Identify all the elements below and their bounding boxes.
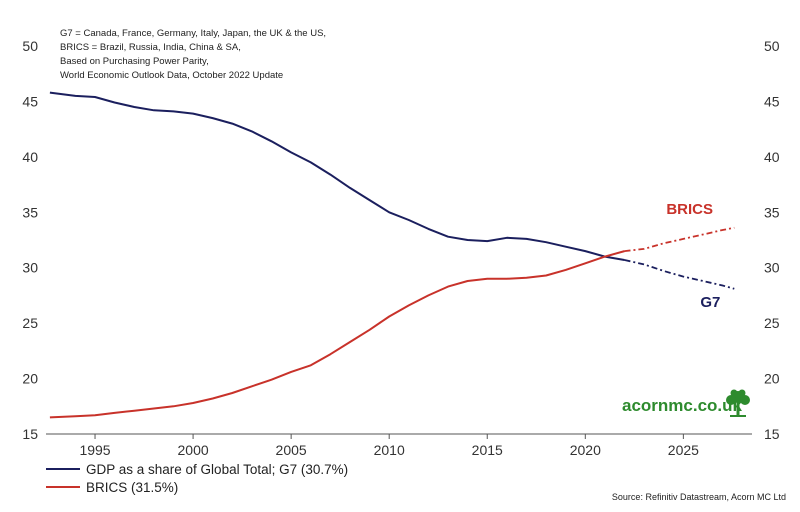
- x-tick-label: 1995: [79, 442, 110, 458]
- legend-item-brics: BRICS (31.5%): [46, 478, 348, 496]
- y-tick-label-left: 45: [22, 93, 38, 109]
- brand-logo-text: acornmc.co.uk: [622, 396, 742, 415]
- chart-notes: G7 = Canada, France, Germany, Italy, Jap…: [60, 27, 326, 83]
- legend-label-g7: GDP as a share of Global Total; G7 (30.7…: [86, 461, 349, 477]
- series-labels: G7 BRICS: [666, 201, 720, 311]
- y-tick-label-left: 15: [22, 426, 38, 442]
- legend-item-g7: GDP as a share of Global Total; G7 (30.7…: [46, 460, 348, 478]
- y-tick-label-left: 50: [22, 38, 38, 54]
- x-tick-label: 2025: [668, 442, 699, 458]
- y-tick-label-left: 25: [22, 315, 38, 331]
- x-axis-ticks: 1995 2000 2005 2010 2015 2020 2025: [79, 434, 699, 458]
- series-label-g7: G7: [700, 294, 720, 311]
- legend-label-brics: BRICS (31.5%): [86, 479, 179, 495]
- x-tick-label: 2005: [276, 442, 307, 458]
- legend-swatch-g7: [46, 468, 80, 470]
- tree-icon: [726, 389, 750, 417]
- line-g7-actual: [49, 91, 625, 261]
- x-tick-label: 2010: [374, 442, 405, 458]
- x-tick-label: 2020: [570, 442, 601, 458]
- y-tick-label-left: 40: [22, 149, 38, 165]
- y-tick-label-right: 40: [764, 149, 780, 165]
- series-lines: [49, 91, 735, 419]
- source-note: Source: Refinitiv Datastream, Acorn MC L…: [611, 492, 786, 502]
- y-tick-label-right: 15: [764, 426, 780, 442]
- legend-swatch-brics: [46, 486, 80, 488]
- note-line-data-source: World Economic Outlook Data, October 202…: [60, 70, 284, 81]
- y-tick-label-left: 35: [22, 204, 38, 220]
- y-tick-label-right: 45: [764, 93, 780, 109]
- y-axis-right-ticks: 15 20 25 30 35 40 45 50: [764, 38, 780, 442]
- y-axis-left-ticks: 15 20 25 30 35 40 45 50: [22, 38, 38, 442]
- line-brics-forecast: [624, 226, 735, 252]
- note-line-brics-definition: BRICS = Brazil, Russia, India, China & S…: [60, 42, 241, 53]
- x-tick-label: 2000: [178, 442, 209, 458]
- series-label-brics: BRICS: [666, 201, 713, 218]
- y-tick-label-right: 35: [764, 204, 780, 220]
- note-line-ppp-basis: Based on Purchasing Power Parity,: [60, 56, 209, 67]
- legend: GDP as a share of Global Total; G7 (30.7…: [46, 460, 348, 496]
- line-brics-actual: [49, 250, 625, 419]
- y-tick-label-right: 25: [764, 315, 780, 331]
- x-tick-label: 2015: [472, 442, 503, 458]
- note-line-g7-definition: G7 = Canada, France, Germany, Italy, Jap…: [60, 28, 327, 39]
- y-tick-label-left: 30: [22, 260, 38, 276]
- y-tick-label-left: 20: [22, 371, 38, 387]
- line-g7-forecast: [624, 259, 735, 290]
- y-tick-label-right: 30: [764, 260, 780, 276]
- y-tick-label-right: 20: [764, 371, 780, 387]
- y-tick-label-right: 50: [764, 38, 780, 54]
